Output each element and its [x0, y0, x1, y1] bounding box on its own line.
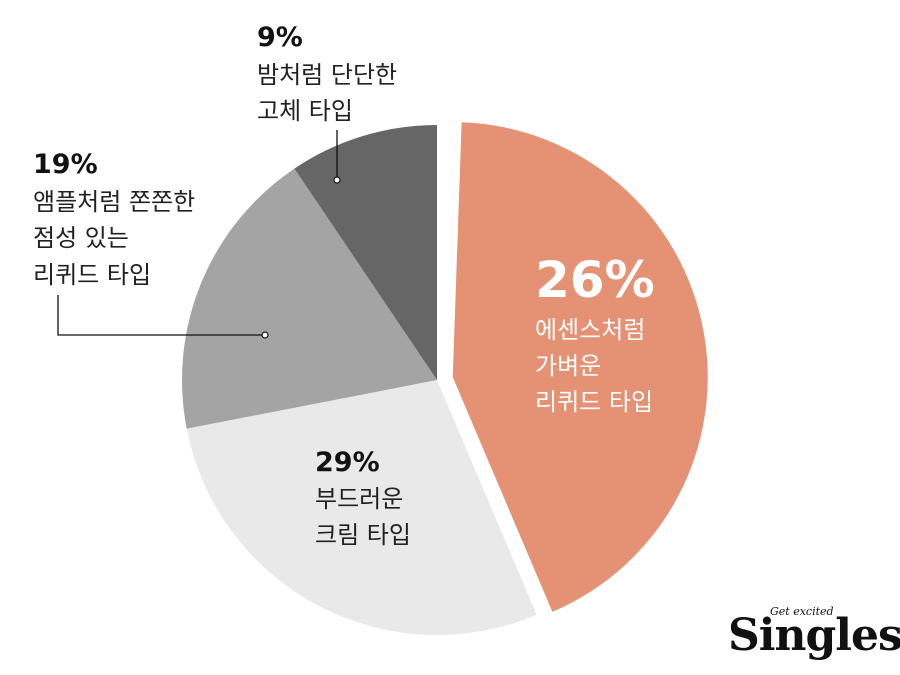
slice-9-percent: 9% [257, 22, 303, 53]
pie-slice-19 [182, 168, 437, 429]
slice-19-label-line-1: 앰플처럼 쫀쫀한 [33, 188, 195, 216]
logo-tagline: Get excited [770, 605, 834, 618]
slice-19-label-line-3: 리퀴드 타입 [33, 261, 151, 289]
slice-26-label-line-2: 가벼운 [535, 352, 601, 380]
slice-29-percent: 29% [315, 447, 380, 478]
slice-26-label-line-1: 에센스처럼 [535, 316, 645, 344]
slice-19-label-line-2: 점성 있는 [33, 224, 129, 252]
leader-lines [57, 130, 341, 339]
pie-slice-29 [186, 380, 537, 636]
pie-slice-26 [452, 122, 708, 612]
pie-slice-9 [294, 125, 437, 380]
slice-9-label-line-1: 밤처럼 단단한 [257, 61, 397, 89]
slice-29-label-line-1: 부드러운 [315, 485, 403, 513]
slice-29-label-line-2: 크림 타입 [315, 521, 411, 549]
leader-line-19 [57, 295, 265, 336]
slice-19-percent: 19% [33, 149, 98, 180]
leader-dot-9 [333, 176, 341, 184]
slice-26-percent: 26% [535, 251, 655, 309]
pie-slices [182, 122, 708, 636]
leader-dot-19 [261, 331, 269, 339]
singles-logo: Get excited Singles [728, 605, 900, 661]
logo-wordmark: Singles [728, 610, 900, 661]
slice-9-label-line-2: 고체 타입 [257, 97, 353, 125]
slice-26-label-line-3: 리퀴드 타입 [535, 388, 653, 416]
